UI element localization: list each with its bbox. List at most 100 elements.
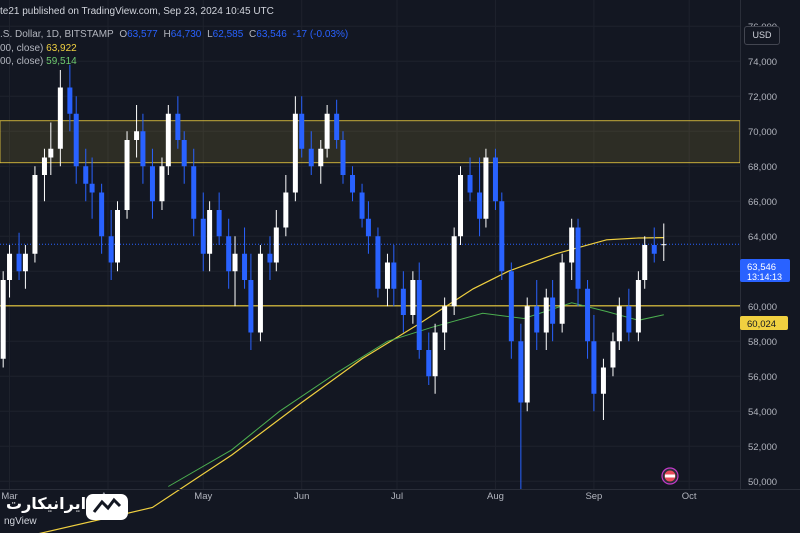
chart-grid <box>0 0 740 490</box>
candle <box>32 166 38 263</box>
candle <box>524 297 530 412</box>
candle-body <box>89 183 95 193</box>
level-badge <box>740 316 788 330</box>
candle-body <box>616 306 622 342</box>
candle-body <box>318 148 324 167</box>
ma-green-legend[interactable]: 00, close) 59,514 <box>0 56 77 67</box>
candle <box>477 157 483 237</box>
candle-body <box>324 113 330 149</box>
candle <box>73 96 79 184</box>
symbol-name[interactable]: .S. Dollar, 1D, BITSTAMP <box>0 29 114 40</box>
candle-body <box>191 166 197 219</box>
candle <box>299 96 305 158</box>
candle-body <box>585 288 591 342</box>
candle <box>384 253 390 307</box>
y-tick-label: 74,000 <box>748 57 777 68</box>
candle-body <box>292 113 298 193</box>
candle-body <box>365 218 371 237</box>
close-value: 63,546 <box>256 29 287 40</box>
candle <box>426 332 432 385</box>
candle <box>115 201 121 272</box>
candle-body <box>350 175 356 193</box>
x-tick-label: Aug <box>487 491 504 502</box>
candle-body <box>610 341 616 368</box>
candle-body <box>57 87 63 149</box>
candle <box>642 236 648 289</box>
candle-body <box>451 236 457 307</box>
candle-body <box>99 192 105 237</box>
y-tick-label: 58,000 <box>748 337 777 348</box>
y-tick-label: 56,000 <box>748 372 777 383</box>
ma-yellow-legend[interactable]: 00, close) 63,922 <box>0 43 77 54</box>
candle <box>451 227 457 315</box>
candle <box>140 113 146 184</box>
bar-countdown: 13:14:13 <box>747 272 782 282</box>
candle <box>134 105 140 158</box>
candle-body <box>140 131 146 167</box>
candle-body <box>626 306 632 333</box>
y-tick-label: 72,000 <box>748 92 777 103</box>
x-tick-label: May <box>194 491 212 502</box>
alert-icon[interactable] <box>661 467 679 485</box>
candle <box>292 96 298 202</box>
candle-body <box>232 253 238 272</box>
candle <box>200 192 206 272</box>
candle-body <box>492 157 498 202</box>
y-tick-label: 70,000 <box>748 127 777 138</box>
candle-body <box>0 280 6 359</box>
candle-body <box>216 210 222 237</box>
candle-body <box>175 113 181 140</box>
candle-body <box>559 262 565 324</box>
candle <box>483 148 489 228</box>
candle <box>181 131 187 184</box>
candle-body <box>67 87 73 114</box>
candle-body <box>550 297 556 324</box>
y-tick-label: 60,000 <box>748 302 777 313</box>
watermark-sub: ngView <box>4 516 37 527</box>
candle-body <box>115 210 121 263</box>
candle-body <box>273 227 279 263</box>
candle-body <box>283 192 289 228</box>
price-scale-bg <box>740 0 800 490</box>
open-value: 63,577 <box>127 29 158 40</box>
candle <box>89 157 95 219</box>
candle <box>267 236 273 280</box>
candle <box>226 218 232 289</box>
candle <box>108 210 114 280</box>
x-tick-label: Mar <box>1 491 17 502</box>
moving-average-yellow <box>38 237 664 533</box>
candle <box>635 271 641 342</box>
candle-body <box>384 262 390 289</box>
x-tick-label: Sep <box>585 491 602 502</box>
candle-body <box>41 157 47 175</box>
candle <box>499 192 505 280</box>
candle <box>22 245 28 289</box>
candle-body <box>257 253 263 333</box>
candle <box>308 131 314 175</box>
candle-body <box>416 280 422 350</box>
candle <box>7 245 13 298</box>
candle-body <box>200 218 206 254</box>
candle-body <box>477 192 483 219</box>
candle-body <box>16 253 22 272</box>
y-tick-label: 52,000 <box>748 442 777 453</box>
candle-body <box>124 140 130 210</box>
candle-body <box>359 192 365 219</box>
candle <box>165 105 171 175</box>
candle <box>83 148 89 202</box>
candle <box>508 262 514 359</box>
candle <box>467 157 473 202</box>
candle <box>585 280 591 359</box>
candle-body <box>22 253 28 272</box>
resistance-zone <box>0 120 741 164</box>
currency-button[interactable]: USD <box>744 26 780 45</box>
candle-body <box>642 245 648 280</box>
published-caption: te21 published on TradingView.com, Sep 2… <box>0 6 274 17</box>
candle-body <box>410 280 416 315</box>
candle <box>334 99 340 149</box>
candle <box>257 245 263 342</box>
candle <box>324 105 330 158</box>
candle-body <box>508 271 514 342</box>
candle <box>600 358 606 420</box>
